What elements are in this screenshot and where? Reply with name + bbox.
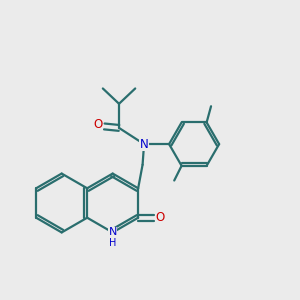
Text: H: H: [109, 238, 116, 248]
Text: O: O: [156, 211, 165, 224]
Text: N: N: [109, 227, 117, 237]
Text: O: O: [93, 118, 103, 131]
Text: N: N: [140, 138, 148, 151]
